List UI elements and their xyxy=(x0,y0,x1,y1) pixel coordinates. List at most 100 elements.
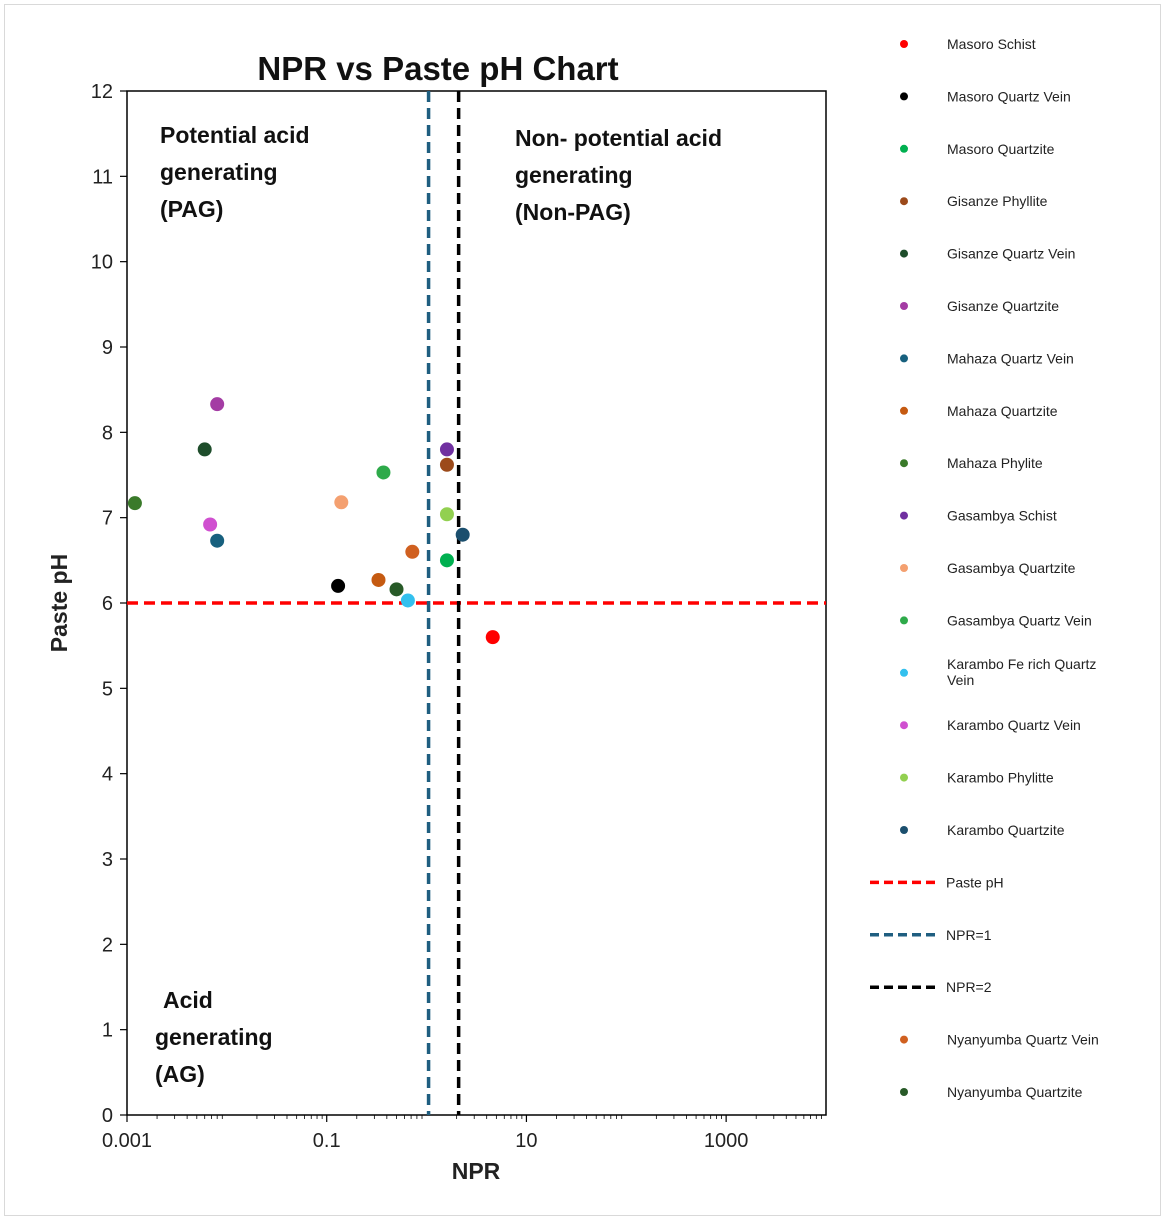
region-label-line: (Non-PAG) xyxy=(515,199,631,225)
region-label-line: generating xyxy=(160,159,278,185)
legend-label: NPR=1 xyxy=(946,927,992,943)
legend-item-masoro-schist: Masoro Schist xyxy=(900,36,1036,52)
legend-marker xyxy=(900,564,908,572)
point-karambo-phylitte xyxy=(439,507,454,522)
legend-item-masoro-quartzite: Masoro Quartzite xyxy=(900,141,1055,157)
legend-item-mahaza-quartz-vein: Mahaza Quartz Vein xyxy=(900,350,1074,366)
point-masoro-quartz-vein xyxy=(331,578,346,593)
legend-label: Gisanze Phyllite xyxy=(947,193,1048,209)
legend-item-karambo-fe-rich-quartz-vein: Karambo Fe rich Quartz Vein xyxy=(900,656,1096,688)
legend-label: Karambo Fe rich Quartz Vein xyxy=(947,656,1096,688)
legend-marker xyxy=(900,249,908,258)
legend-label: Gasambya Quartz Vein xyxy=(947,612,1092,628)
y-tick-label: 5 xyxy=(102,678,113,700)
legend-label: Gasambya Quartzite xyxy=(947,560,1076,576)
y-tick-label: 0 xyxy=(102,1105,113,1127)
legend-label: Mahaza Quartzite xyxy=(947,403,1058,419)
x-tick-label: 0.001 xyxy=(102,1130,152,1152)
y-tick-label: 6 xyxy=(102,593,113,615)
legend-label: Karambo Quartz Vein xyxy=(947,717,1081,733)
legend-marker xyxy=(900,1035,908,1044)
point-gisanze-quartzite xyxy=(210,397,225,412)
region-label-line: generating xyxy=(515,162,633,188)
legend-item-mahaza-phylite: Mahaza Phylite xyxy=(900,455,1043,471)
region-ag: Acid generating (AG) xyxy=(155,987,273,1087)
legend-item-nyanyumba-quartzite: Nyanyumba Quartzite xyxy=(900,1084,1083,1100)
legend-label: Masoro Schist xyxy=(947,36,1036,52)
legend-item-gisanze-quartzite: Gisanze Quartzite xyxy=(900,298,1059,314)
point-masoro-quartzite xyxy=(439,553,454,568)
x-tick-label: 10 xyxy=(515,1130,537,1152)
legend-marker xyxy=(900,511,908,520)
legend-marker xyxy=(900,144,908,153)
legend-item-karambo-phylitte: Karambo Phylitte xyxy=(900,770,1054,786)
point-mahaza-quartz-vein xyxy=(210,533,225,548)
legend-item-mahaza-quartzite: Mahaza Quartzite xyxy=(900,403,1058,419)
legend-label: Masoro Quartzite xyxy=(947,141,1055,157)
point-gasambya-quartzite xyxy=(334,495,349,510)
legend-marker xyxy=(900,459,908,468)
chart-frame xyxy=(4,4,1161,1216)
y-axis-title: Paste pH xyxy=(46,554,72,652)
point-karambo-quartz-vein xyxy=(203,517,218,532)
y-tick-label: 7 xyxy=(102,508,113,530)
region-label-line: Acid xyxy=(163,987,213,1013)
legend-item-karambo-quartzite: Karambo Quartzite xyxy=(900,822,1065,838)
legend-label: Karambo Phylitte xyxy=(947,770,1054,786)
data-points xyxy=(127,397,500,645)
legend-marker xyxy=(900,668,908,677)
point-nyanyumba-quartz-vein xyxy=(405,544,420,559)
chart-title: NPR vs Paste pH Chart xyxy=(257,50,618,87)
legend-label: Karambo Quartzite xyxy=(947,822,1065,838)
point-mahaza-quartzite xyxy=(371,572,386,587)
point-karambo-quartzite xyxy=(455,527,470,542)
legend-label: Gisanze Quartzite xyxy=(947,298,1059,314)
legend-label: NPR=2 xyxy=(946,979,992,995)
legend-label: Mahaza Quartz Vein xyxy=(947,350,1074,366)
point-nyanyumba-quartzite xyxy=(389,582,404,597)
y-tick-label: 8 xyxy=(102,422,113,444)
point-gisanze-quartz-vein xyxy=(197,442,212,457)
y-tick-label: 1 xyxy=(102,1020,113,1042)
x-axis-title: NPR xyxy=(452,1158,501,1184)
legend-label: Paste pH xyxy=(946,874,1004,890)
legend-item-nyanyumba-quartz-vein: Nyanyumba Quartz Vein xyxy=(900,1032,1099,1048)
region-label-line: Potential acid xyxy=(160,122,310,148)
legend-marker xyxy=(900,92,908,101)
legend-item-npr-1: NPR=1 xyxy=(870,927,992,943)
legend-item-karambo-quartz-vein: Karambo Quartz Vein xyxy=(900,717,1081,733)
point-gasambya-quartz-vein xyxy=(376,465,391,480)
y-tick-label: 11 xyxy=(92,166,113,188)
legend-item-gisanze-quartz-vein: Gisanze Quartz Vein xyxy=(900,246,1075,262)
legend-item-masoro-quartz-vein: Masoro Quartz Vein xyxy=(900,88,1071,104)
legend-label: Nyanyumba Quartz Vein xyxy=(947,1032,1099,1048)
legend-item-npr-2: NPR=2 xyxy=(870,979,992,995)
point-masoro-schist xyxy=(485,630,500,645)
legend-marker xyxy=(900,354,908,363)
legend-label-line: Vein xyxy=(947,672,974,688)
point-karambo-fe-rich-quartz-vein xyxy=(400,593,415,608)
reference-lines xyxy=(127,91,826,1115)
legend-marker xyxy=(900,721,908,730)
legend-marker xyxy=(900,197,908,206)
x-tick-label: 1000 xyxy=(704,1130,749,1152)
legend-label: Mahaza Phylite xyxy=(947,455,1043,471)
region-label-line: (AG) xyxy=(155,1061,205,1087)
legend-label: Nyanyumba Quartzite xyxy=(947,1084,1083,1100)
point-gasambya-schist xyxy=(439,442,454,457)
legend-item-gasambya-schist: Gasambya Schist xyxy=(900,508,1057,524)
region-label-line: (PAG) xyxy=(160,196,223,222)
legend-marker xyxy=(900,406,908,415)
y-tick-label: 2 xyxy=(102,934,113,956)
legend-label: Gasambya Schist xyxy=(947,508,1057,524)
legend-marker xyxy=(900,826,908,834)
legend-label-line: Karambo Fe rich Quartz xyxy=(947,656,1096,672)
legend-label: Gisanze Quartz Vein xyxy=(947,246,1075,262)
legend-marker xyxy=(900,302,908,310)
region-pag: Potential acid generating (PAG) xyxy=(160,122,310,222)
legend-item-gisanze-phyllite: Gisanze Phyllite xyxy=(900,193,1048,209)
legend-item-gasambya-quartz-vein: Gasambya Quartz Vein xyxy=(900,612,1092,628)
y-tick-label: 9 xyxy=(102,337,113,359)
